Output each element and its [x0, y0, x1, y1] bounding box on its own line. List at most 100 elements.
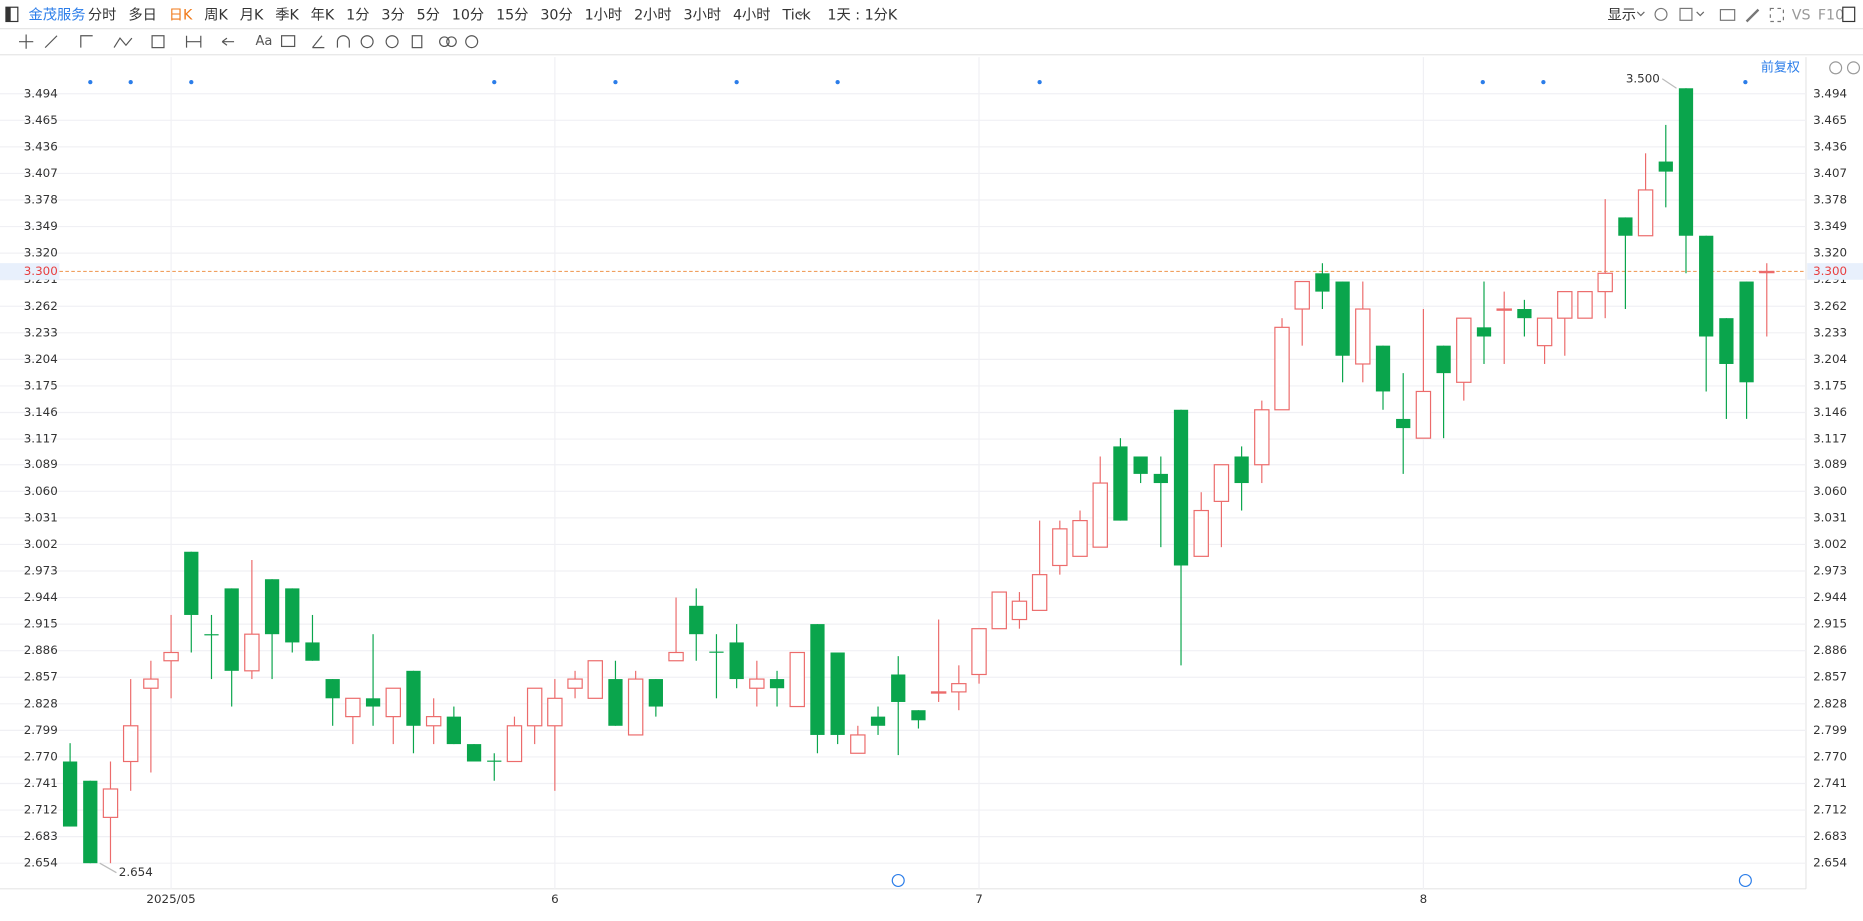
- candle-body: [1153, 473, 1168, 484]
- candle-body: [668, 651, 684, 662]
- event-dot[interactable]: [1037, 79, 1042, 85]
- link-tool[interactable]: [439, 36, 450, 48]
- event-dot[interactable]: [1743, 79, 1748, 85]
- candle-body: [1133, 456, 1148, 474]
- period-tab[interactable]: 分时: [88, 7, 117, 24]
- candle-body: [810, 624, 825, 735]
- event-dot[interactable]: [128, 79, 133, 85]
- event-icon[interactable]: [891, 873, 905, 888]
- f10-button[interactable]: F10: [1818, 8, 1844, 24]
- event-icon[interactable]: [1738, 873, 1752, 888]
- indicator-tool[interactable]: [151, 35, 165, 49]
- y-tick-label-right: 3.002: [1813, 537, 1847, 551]
- candle-body: [1415, 390, 1432, 439]
- settings-icon[interactable]: [1654, 7, 1668, 21]
- magnet-tool[interactable]: [336, 35, 350, 48]
- angle-tool[interactable]: [312, 35, 325, 49]
- stock-name[interactable]: 金茂服务: [29, 7, 86, 24]
- move-tool[interactable]: [19, 34, 34, 49]
- period-tab[interactable]: 15分: [496, 7, 528, 24]
- y-tick-label: 2.741: [24, 776, 58, 790]
- annotation: 3.500: [1626, 71, 1660, 85]
- period-tab[interactable]: 季K: [275, 7, 299, 24]
- fullscreen-icon[interactable]: [1769, 7, 1784, 23]
- y-tick-label-right: 2.828: [1813, 696, 1847, 710]
- y-tick-label-right: 3.378: [1813, 193, 1847, 207]
- layout-icon[interactable]: [1679, 7, 1693, 21]
- y-tick-label: 3.378: [24, 193, 58, 207]
- y-tick-label: 3.349: [24, 219, 58, 233]
- vs-button[interactable]: VS: [1792, 8, 1811, 24]
- event-dot[interactable]: [1480, 79, 1485, 85]
- y-tick-label: 3.031: [24, 510, 58, 524]
- period-tab[interactable]: 10分: [452, 7, 484, 24]
- period-tab[interactable]: 年K: [311, 7, 335, 24]
- candle-body: [769, 679, 785, 689]
- period-tab[interactable]: 4小时: [733, 7, 771, 24]
- candle-body: [830, 652, 845, 735]
- event-dot[interactable]: [613, 79, 618, 85]
- period-tab[interactable]: 周K: [204, 8, 228, 24]
- zoom-out[interactable]: [1829, 61, 1843, 75]
- draw-icon[interactable]: [1745, 8, 1760, 23]
- candle-body: [1173, 409, 1189, 566]
- event-dot[interactable]: [1541, 79, 1546, 85]
- adjust-button[interactable]: 前复权: [1761, 59, 1800, 75]
- candle-body: [1536, 317, 1553, 347]
- link-tool-b: [446, 36, 457, 48]
- candle-body: [224, 588, 239, 671]
- period-tab[interactable]: 1分: [346, 7, 369, 24]
- period-tab[interactable]: 月K: [240, 8, 264, 24]
- candle-body: [466, 744, 482, 762]
- zoom-in[interactable]: [1846, 61, 1861, 75]
- period-tab[interactable]: Tick: [781, 8, 811, 24]
- line-tool[interactable]: [44, 35, 58, 49]
- camera-icon[interactable]: [1719, 9, 1736, 21]
- candle-body: [1456, 317, 1472, 383]
- y-tick-label-right: 3.204: [1813, 352, 1847, 366]
- event-dot[interactable]: [189, 79, 194, 85]
- candle-body: [709, 651, 724, 653]
- comment-tool[interactable]: [280, 35, 296, 48]
- candle-body: [1052, 528, 1068, 567]
- period-tab[interactable]: 1小时: [585, 7, 623, 24]
- candle-body: [1092, 482, 1108, 548]
- hide-tool[interactable]: [385, 35, 399, 49]
- event-dot[interactable]: [88, 79, 93, 85]
- candle-body: [1355, 308, 1371, 365]
- text-tool[interactable]: Aa: [255, 34, 272, 49]
- period-tab[interactable]: 3小时: [684, 7, 722, 24]
- range-tool[interactable]: [185, 35, 202, 48]
- y-tick-label-right: 3.320: [1813, 246, 1847, 260]
- event-dot[interactable]: [734, 79, 739, 85]
- interval-select[interactable]: 1天 : 1分K: [827, 7, 897, 24]
- display-button[interactable]: 显示: [1608, 8, 1637, 24]
- period-tab[interactable]: 多日: [128, 7, 157, 24]
- last-price-label: 3.300: [1813, 264, 1847, 278]
- channel-tool[interactable]: [80, 35, 93, 48]
- candle-body: [1234, 456, 1249, 484]
- period-tab[interactable]: 3分: [381, 7, 404, 24]
- y-tick-label-right: 3.494: [1813, 86, 1847, 100]
- candle-body: [1557, 291, 1573, 319]
- event-dot[interactable]: [492, 79, 497, 85]
- y-tick-label-right: 2.654: [1813, 856, 1847, 870]
- candle-body: [285, 588, 300, 643]
- event-dot[interactable]: [835, 79, 840, 85]
- period-tab[interactable]: 30分: [540, 7, 572, 24]
- wave-tool[interactable]: [113, 37, 133, 48]
- candle-body: [1699, 235, 1714, 337]
- arrow-tool[interactable]: [221, 37, 235, 46]
- period-tab[interactable]: 5分: [417, 7, 440, 24]
- period-tab[interactable]: 2小时: [634, 7, 672, 24]
- period-tab[interactable]: 日K: [169, 8, 193, 24]
- candle-body: [143, 678, 159, 689]
- plot: 3.494 3.494 3.465 3.465 3.436 3.436 3.407 3.407…: [0, 57, 1863, 906]
- lock-tool[interactable]: [360, 35, 374, 49]
- y-tick-label: 2.886: [24, 643, 58, 657]
- annotation-leader: [1661, 78, 1677, 89]
- y-tick-label-right: 2.712: [1813, 803, 1847, 817]
- tool-settings[interactable]: [465, 35, 479, 49]
- panel-toggle[interactable]: [1842, 6, 1856, 23]
- delete-tool[interactable]: [411, 35, 423, 49]
